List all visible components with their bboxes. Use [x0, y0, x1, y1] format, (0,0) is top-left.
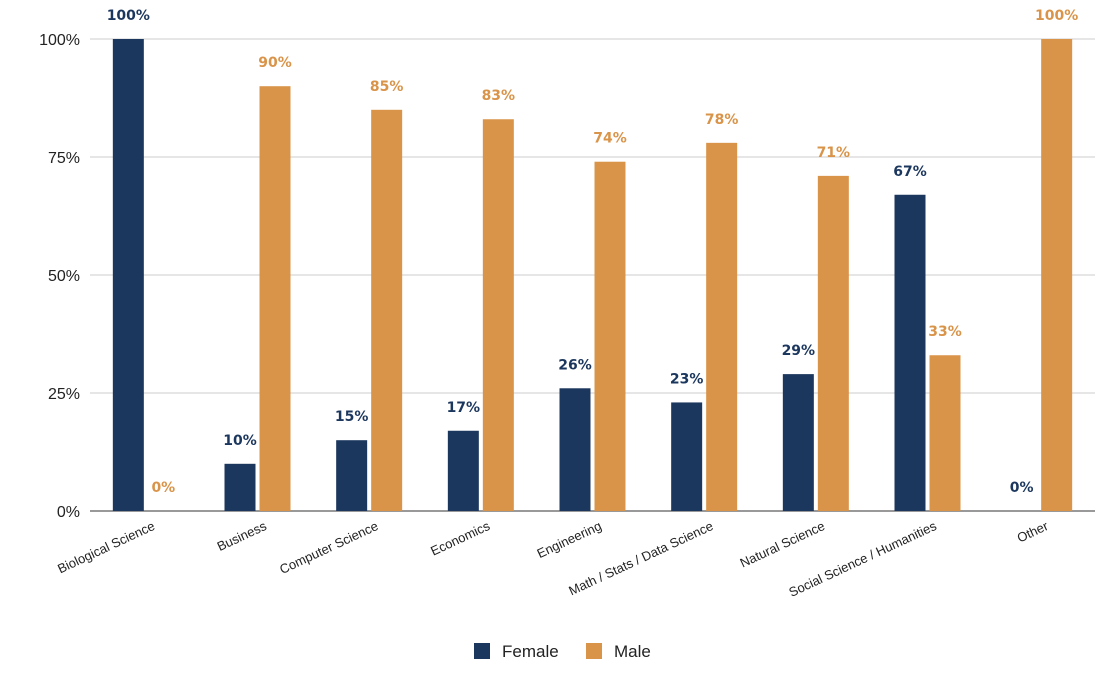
y-tick-label: 100% [39, 32, 80, 49]
data-label-male-engineering: 74% [593, 131, 627, 147]
x-tick-label: Economics [428, 518, 492, 559]
bars [112, 39, 1073, 512]
data-label-female-computer-science: 15% [335, 409, 369, 425]
bar-female-engineering[interactable] [559, 388, 591, 511]
x-axis-ticks: Biological Science Business Computer Scien… [55, 518, 1051, 600]
bar-female-business[interactable] [224, 463, 256, 511]
data-label-male-math-stats-data-science: 78% [705, 112, 739, 128]
legend-label: Female [502, 642, 559, 661]
x-tick-label: Natural Science [738, 518, 828, 570]
data-label-male-natural-science: 71% [817, 145, 851, 161]
x-tick-label: Computer Science [277, 518, 380, 577]
bar-female-natural-science[interactable] [782, 374, 814, 511]
legend-item-male[interactable]: Male [586, 642, 651, 661]
x-tick-label: Engineering [535, 518, 604, 561]
data-label-male-social-science-humanities: 33% [928, 324, 962, 340]
data-label-female-engineering: 26% [558, 357, 592, 373]
bar-female-computer-science[interactable] [336, 440, 368, 511]
bar-male-engineering[interactable] [594, 161, 626, 511]
data-label-male-economics: 83% [482, 88, 516, 104]
bar-male-business[interactable] [259, 86, 291, 511]
y-tick-label: 0% [57, 504, 80, 521]
data-label-female-natural-science: 29% [782, 343, 816, 359]
data-label-female-math-stats-data-science: 23% [670, 371, 704, 387]
data-label-female-biological-science: 100% [107, 8, 150, 24]
x-tick-label: Other [1015, 518, 1051, 546]
legend-swatch [474, 643, 490, 659]
data-label-female-social-science-humanities: 67% [893, 164, 927, 180]
y-tick-label: 25% [48, 386, 80, 403]
y-tick-label: 50% [48, 268, 80, 285]
legend-label: Male [614, 642, 651, 661]
bar-female-economics[interactable] [447, 430, 479, 511]
y-axis-ticks: 0% 25% 50% 75% 100% [39, 32, 80, 521]
bar-male-math-stats-data-science[interactable] [706, 142, 738, 511]
bar-male-natural-science[interactable] [817, 175, 849, 511]
y-tick-label: 75% [48, 150, 80, 167]
data-label-male-biological-science: 0% [151, 480, 175, 496]
bar-female-math-stats-data-science[interactable] [671, 402, 703, 511]
gridlines [90, 38, 1095, 512]
data-label-female-business: 10% [223, 433, 257, 449]
data-label-male-other: 100% [1035, 8, 1078, 24]
data-label-male-computer-science: 85% [370, 79, 404, 95]
data-labels: 100% 0% 10% 90% 15% 85% 17% 83% 26% 74% 23% 78% 29% 7… [107, 8, 1079, 496]
x-tick-label: Biological Science [55, 518, 157, 576]
legend-swatch [586, 643, 602, 659]
bar-male-economics[interactable] [482, 119, 514, 512]
x-tick-label: Business [215, 518, 270, 554]
bar-female-biological-science[interactable] [112, 39, 144, 511]
bar-male-other[interactable] [1041, 39, 1073, 511]
data-label-female-other: 0% [1010, 480, 1034, 496]
legend[interactable]: Female Male [474, 642, 651, 661]
bar-male-computer-science[interactable] [371, 109, 403, 512]
data-label-male-business: 90% [258, 55, 292, 71]
legend-item-female[interactable]: Female [474, 642, 559, 661]
bar-female-social-science-humanities[interactable] [894, 194, 926, 511]
data-label-female-economics: 17% [447, 400, 481, 416]
bar-male-social-science-humanities[interactable] [929, 355, 961, 511]
